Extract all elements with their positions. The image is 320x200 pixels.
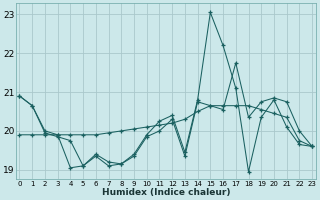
- X-axis label: Humidex (Indice chaleur): Humidex (Indice chaleur): [101, 188, 230, 197]
